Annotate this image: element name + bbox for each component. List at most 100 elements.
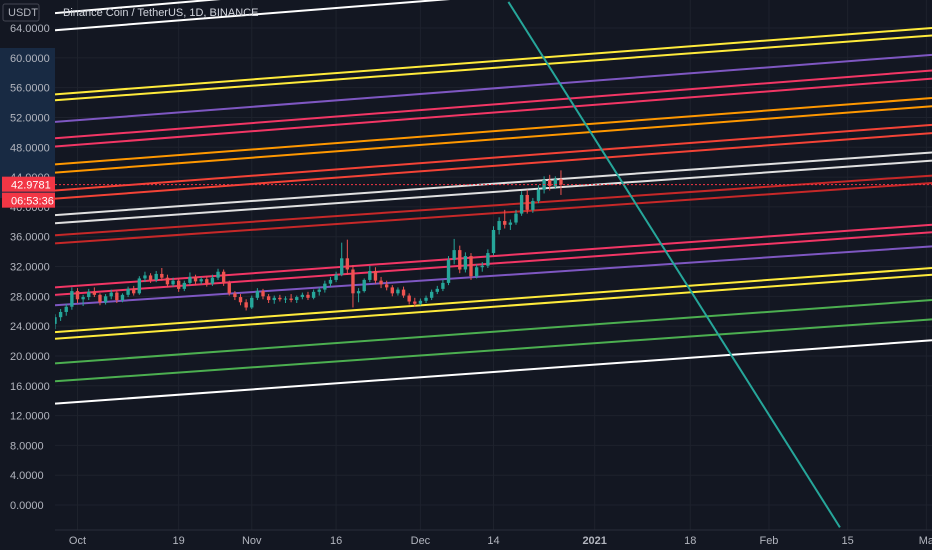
candle-body xyxy=(497,221,501,230)
currency-label-box[interactable] xyxy=(2,3,40,22)
candle-body xyxy=(261,291,265,297)
candle-body xyxy=(126,288,130,295)
countdown-value: 06:53:36 xyxy=(11,196,54,208)
price-tick-label: 32.0000 xyxy=(10,262,50,274)
time-tick-label: Feb xyxy=(759,535,778,547)
candle-body xyxy=(553,179,558,187)
candle-body xyxy=(463,256,468,270)
symbol-title: Binance Coin / TetherUS, 1D, BINANCE xyxy=(63,7,258,19)
trend-line-10[interactable] xyxy=(55,132,932,200)
candle-body xyxy=(503,221,507,225)
candle-body xyxy=(474,267,479,277)
candle-body xyxy=(205,279,209,284)
candle-body xyxy=(452,250,456,260)
trend-line-11[interactable] xyxy=(55,151,932,217)
time-tick-label: Nov xyxy=(242,535,262,547)
candle-body xyxy=(165,277,170,285)
time-tick-label: Dec xyxy=(411,535,431,547)
trend-lines[interactable] xyxy=(55,0,932,528)
candle-body xyxy=(536,189,541,201)
price-tick-label: 36.0000 xyxy=(10,232,50,244)
price-tick-label: 28.0000 xyxy=(10,291,50,303)
candle-body xyxy=(255,291,260,298)
candle-body xyxy=(306,294,310,298)
time-tick-label: 18 xyxy=(684,535,696,547)
candle-body xyxy=(176,280,181,289)
candle-body xyxy=(548,180,552,187)
candlestick-series xyxy=(53,170,563,330)
candle-body xyxy=(75,291,80,300)
time-tick-label: 15 xyxy=(842,535,854,547)
price-tick-label: 64.0000 xyxy=(10,23,50,35)
candle-body xyxy=(379,280,383,285)
candle-body xyxy=(70,291,74,307)
trend-line-5[interactable] xyxy=(55,69,932,140)
price-tick-label: 4.0000 xyxy=(10,470,44,482)
trend-line-20[interactable] xyxy=(55,299,932,365)
time-tick-label: 2021 xyxy=(582,535,606,547)
candle-body xyxy=(317,289,321,292)
candle-body xyxy=(143,275,147,279)
candle-body xyxy=(87,291,91,298)
candle-body xyxy=(373,270,378,281)
candle-body xyxy=(469,256,473,277)
candle-body xyxy=(362,279,366,292)
candle-body xyxy=(120,294,125,301)
candle-body xyxy=(103,296,108,303)
trend-line-14[interactable] xyxy=(55,182,932,245)
trend-line-23[interactable] xyxy=(507,1,841,528)
price-tick-label: 48.0000 xyxy=(10,142,50,154)
candle-body xyxy=(323,283,327,290)
candle-body xyxy=(188,276,192,283)
candle-body xyxy=(525,194,529,210)
trend-line-12[interactable] xyxy=(55,159,932,225)
candle-body xyxy=(92,291,97,295)
trend-line-4[interactable] xyxy=(55,53,932,123)
trend-line-1[interactable] xyxy=(55,0,932,32)
trend-line-9[interactable] xyxy=(55,123,932,192)
grid xyxy=(55,0,932,530)
trend-line-18[interactable] xyxy=(55,266,932,334)
trend-line-17[interactable] xyxy=(55,245,932,307)
trend-line-22[interactable] xyxy=(55,339,932,405)
candle-body xyxy=(182,282,186,289)
candle-body xyxy=(480,265,484,268)
candle-body xyxy=(289,298,293,301)
trend-line-3[interactable] xyxy=(55,34,932,102)
candle-body xyxy=(250,297,254,308)
trend-line-21[interactable] xyxy=(55,318,932,383)
candle-body xyxy=(98,294,102,303)
trend-line-2[interactable] xyxy=(55,27,932,96)
trend-line-0[interactable] xyxy=(55,0,932,15)
candle-body xyxy=(283,298,288,300)
candle-body xyxy=(351,269,355,294)
candle-body xyxy=(199,279,203,282)
trend-line-19[interactable] xyxy=(55,273,932,340)
candle-body xyxy=(519,194,524,214)
time-tick-label: Ma xyxy=(919,535,932,547)
trend-line-8[interactable] xyxy=(55,105,932,174)
time-tick-label: 19 xyxy=(173,535,185,547)
time-axis[interactable]: Oct 19 Nov 16 Dec 14 2021 18 Feb 15 Ma xyxy=(69,535,932,547)
candle-body xyxy=(160,273,164,278)
candle-body xyxy=(64,306,68,312)
trend-line-6[interactable] xyxy=(55,77,932,148)
trend-line-15[interactable] xyxy=(55,223,932,289)
candle-body xyxy=(334,274,338,280)
candle-body xyxy=(328,279,333,284)
candle-body xyxy=(401,289,406,296)
candle-body xyxy=(266,296,271,301)
candle-body xyxy=(193,276,198,282)
countdown-badge xyxy=(2,192,55,208)
trend-line-13[interactable] xyxy=(55,174,932,237)
time-tick-label: 14 xyxy=(487,535,499,547)
trend-line-7[interactable] xyxy=(55,97,932,166)
price-tick-label: 8.0000 xyxy=(10,440,44,452)
candle-body xyxy=(441,282,445,289)
candle-body xyxy=(340,258,344,275)
price-tick-label: 12.0000 xyxy=(10,411,50,423)
price-tick-label: 56.0000 xyxy=(10,83,50,95)
candle-body xyxy=(311,291,316,298)
